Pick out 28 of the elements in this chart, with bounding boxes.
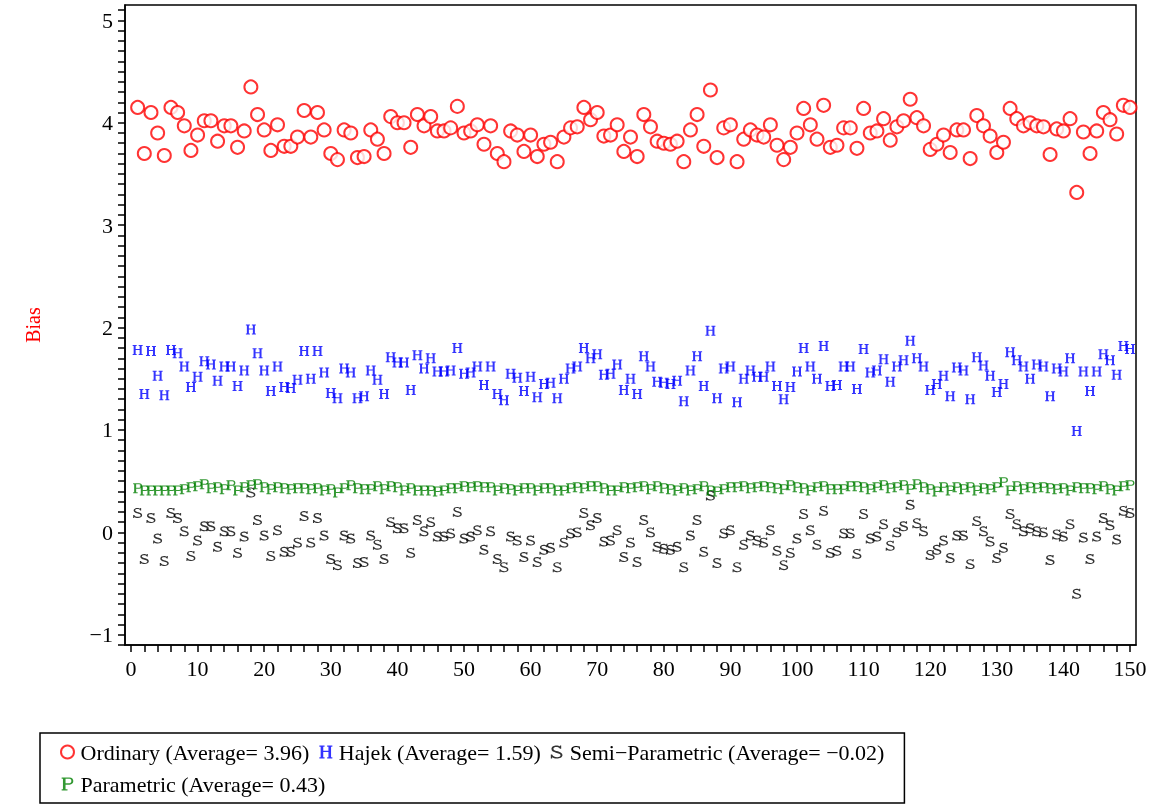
x-tick-label: 20 [253,655,276,681]
legend-label: Hajek (Average= 1.59) [338,739,541,765]
x-tick-label: 40 [386,655,409,681]
x-tick-label: 100 [780,655,814,681]
x-tick-label: 140 [1046,655,1080,681]
x-tick-label: 0 [125,655,137,681]
legend-label: Parametric (Average= 0.43) [80,771,326,797]
x-tick-label: 80 [652,655,675,681]
y-tick-label: 3 [102,212,113,238]
x-tick-label: 10 [186,655,209,681]
x-tick-label: 70 [586,655,609,681]
x-tick-label: 30 [319,655,342,681]
y-tick-label: 0 [102,519,113,545]
legend-label: Ordinary (Average= 3.96) [80,739,310,765]
x-tick-label: 90 [719,655,742,681]
y-tick-label: 5 [102,7,113,33]
legend-label: Semi−Parametric (Average= −0.02) [569,739,885,765]
y-tick-label: −1 [89,622,113,648]
x-tick-label: 60 [519,655,542,681]
y-axis-title: Bias [22,307,44,343]
x-tick-label: 130 [980,655,1014,681]
y-tick-label: 4 [102,110,113,136]
x-tick-label: 150 [1113,655,1147,681]
x-tick-label: 50 [453,655,475,681]
y-tick-label: 2 [102,315,113,341]
x-tick-label: 120 [913,655,947,681]
y-tick-label: 1 [102,417,113,443]
x-tick-label: 110 [847,655,880,681]
